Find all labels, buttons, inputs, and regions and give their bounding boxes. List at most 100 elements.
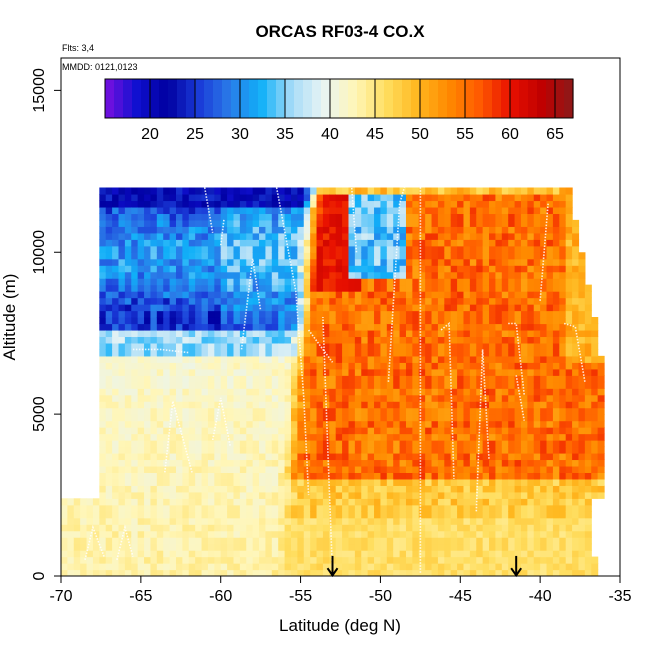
- heatmap-cell: [131, 407, 139, 415]
- heatmap-cell: [520, 336, 528, 344]
- heatmap-cell: [405, 563, 413, 571]
- heatmap-cell: [169, 336, 177, 344]
- heatmap-cell: [450, 226, 458, 234]
- heatmap-cell: [316, 388, 324, 396]
- heatmap-cell: [572, 511, 580, 519]
- heatmap-cell: [386, 414, 394, 422]
- heatmap-cell: [565, 459, 573, 467]
- heatmap-cell: [175, 440, 183, 448]
- heatmap-cell: [284, 329, 292, 338]
- heatmap-cell: [361, 239, 369, 247]
- heatmap-cell: [124, 550, 132, 558]
- heatmap-cell: [572, 232, 580, 240]
- heatmap-cell: [175, 271, 183, 279]
- heatmap-cell: [412, 226, 420, 234]
- y-tick-label: 5000: [31, 396, 48, 432]
- heatmap-cell: [252, 317, 260, 325]
- heatmap-cell: [552, 323, 560, 331]
- heatmap-cell: [380, 511, 388, 519]
- heatmap-cell: [527, 543, 535, 551]
- heatmap-cell: [73, 556, 81, 564]
- heatmap-cell: [239, 375, 247, 383]
- heatmap-cell: [463, 213, 471, 221]
- heatmap-cell: [450, 245, 458, 253]
- heatmap-cell: [405, 258, 413, 266]
- heatmap-cell: [118, 517, 126, 525]
- heatmap-cell: [207, 381, 215, 389]
- heatmap-cell: [201, 375, 209, 383]
- heatmap-cell: [284, 524, 292, 532]
- heatmap-cell: [182, 394, 190, 402]
- heatmap-cell: [278, 291, 286, 299]
- heatmap-cell: [310, 368, 318, 376]
- heatmap-cell: [303, 401, 311, 409]
- heatmap-cell: [214, 239, 222, 247]
- heatmap-cell: [144, 478, 152, 486]
- heatmap-cell: [527, 232, 535, 240]
- heatmap-cell: [259, 200, 267, 208]
- heatmap-cell: [495, 200, 503, 208]
- heatmap-cell: [290, 394, 298, 402]
- heatmap-cell: [527, 362, 535, 370]
- heatmap-cell: [150, 433, 158, 441]
- heatmap-cell: [150, 317, 158, 325]
- heatmap-cell: [124, 375, 132, 383]
- heatmap-cell: [207, 459, 215, 467]
- heatmap-cell: [399, 511, 407, 519]
- heatmap-cell: [252, 284, 260, 292]
- heatmap-cell: [552, 226, 560, 234]
- heatmap-cell: [469, 362, 477, 370]
- heatmap-cell: [540, 258, 548, 266]
- heatmap-cell: [239, 349, 247, 357]
- heatmap-cell: [514, 446, 522, 454]
- heatmap-cell: [508, 550, 516, 558]
- heatmap-cell: [156, 375, 164, 383]
- heatmap-cell: [335, 517, 343, 525]
- heatmap-cell: [584, 563, 592, 571]
- heatmap-cell: [92, 569, 100, 576]
- heatmap-cell: [552, 317, 560, 325]
- heatmap-cell: [367, 485, 375, 493]
- heatmap-cell: [342, 543, 350, 551]
- heatmap-cell: [380, 388, 388, 396]
- heatmap-cell: [393, 446, 401, 454]
- heatmap-cell: [463, 498, 471, 506]
- heatmap-cell: [540, 278, 548, 286]
- heatmap-cell: [297, 446, 305, 454]
- heatmap-cell: [457, 310, 465, 318]
- heatmap-cell: [348, 362, 356, 370]
- heatmap-cell: [354, 427, 362, 435]
- heatmap-cell: [584, 465, 592, 473]
- heatmap-cell: [418, 219, 426, 227]
- heatmap-cell: [354, 485, 362, 493]
- heatmap-cell: [489, 206, 497, 215]
- heatmap-cell: [175, 485, 183, 493]
- heatmap-cell: [310, 452, 318, 461]
- heatmap-cell: [367, 472, 375, 480]
- heatmap-cell: [246, 187, 254, 195]
- heatmap-cell: [201, 297, 209, 305]
- heatmap-cell: [495, 550, 503, 558]
- colorbar-swatch: [159, 79, 169, 118]
- heatmap-cell: [201, 206, 209, 215]
- heatmap-cell: [342, 349, 350, 357]
- heatmap-cell: [578, 388, 586, 396]
- heatmap-cell: [520, 226, 528, 234]
- heatmap-cell: [482, 291, 490, 299]
- heatmap-cell: [156, 310, 164, 318]
- heatmap-cell: [546, 472, 554, 480]
- heatmap-cell: [552, 556, 560, 564]
- heatmap-cell: [124, 278, 132, 286]
- heatmap-cell: [105, 193, 113, 202]
- heatmap-cell: [252, 200, 260, 208]
- heatmap-cell: [156, 368, 164, 376]
- heatmap-cell: [252, 342, 260, 350]
- heatmap-cell: [552, 232, 560, 240]
- heatmap-cell: [227, 342, 235, 350]
- heatmap-cell: [233, 342, 241, 350]
- heatmap-cell: [80, 517, 88, 525]
- heatmap-cell: [412, 407, 420, 415]
- heatmap-cell: [457, 414, 465, 422]
- heatmap-cell: [99, 291, 107, 299]
- heatmap-cell: [201, 543, 209, 551]
